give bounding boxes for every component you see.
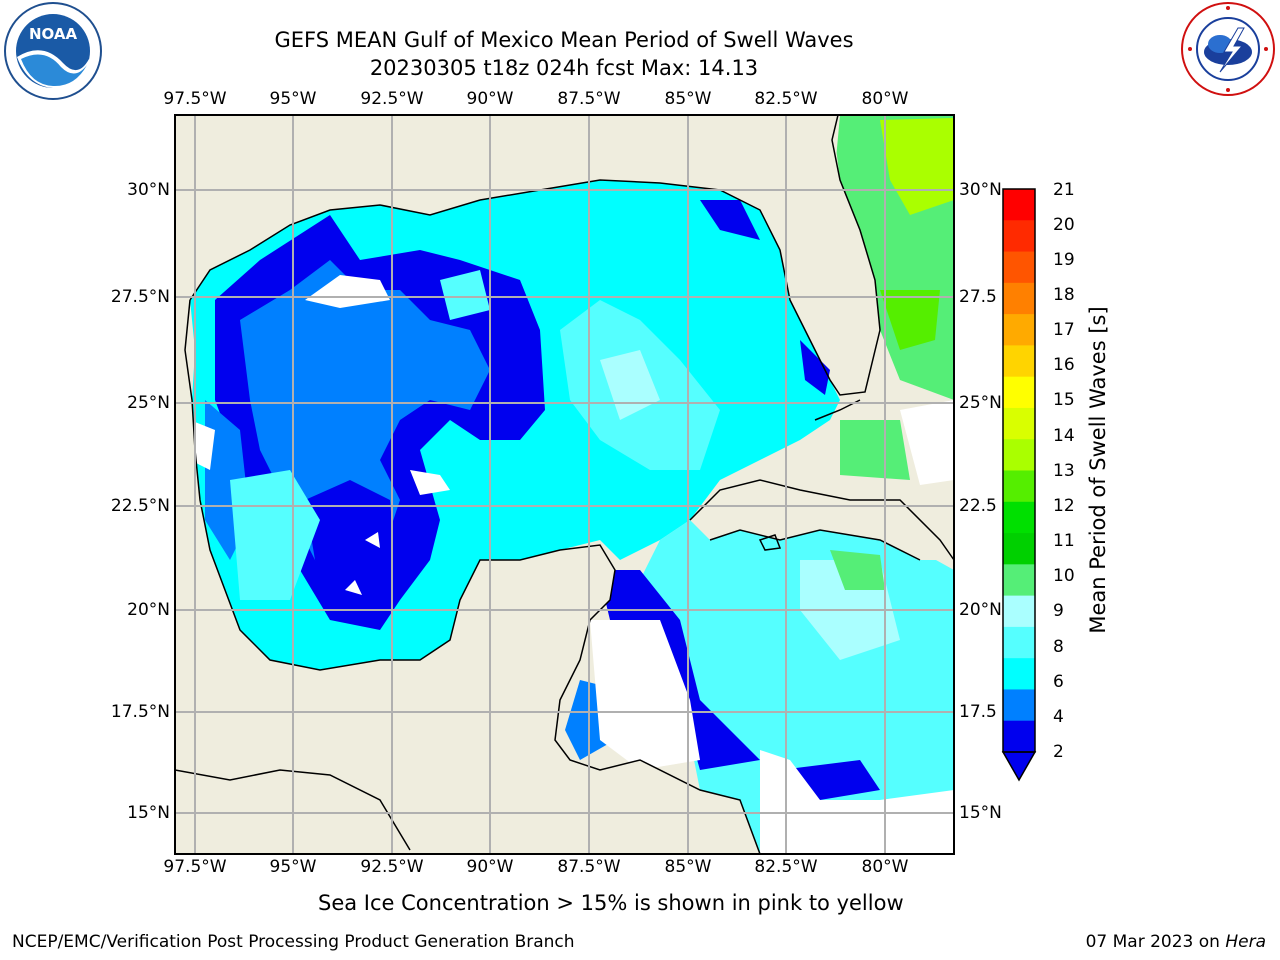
- colorbar-tick: 2: [1053, 742, 1064, 762]
- noaa-logo-text: NOAA: [29, 25, 78, 43]
- lon-tick-top: 95°W: [269, 89, 317, 109]
- lat-tick-left: 22.5°N: [110, 496, 170, 516]
- colorbar-tick: 12: [1053, 496, 1075, 516]
- lon-tick-bottom: 85°W: [664, 857, 712, 877]
- colorbar-tick: 9: [1053, 601, 1064, 621]
- colorbar-tick: 20: [1053, 215, 1075, 235]
- credit-text: NCEP/EMC/Verification Post Processing Pr…: [12, 932, 575, 952]
- lat-tick-left: 25°N: [127, 393, 170, 413]
- colorbar-band: [1003, 345, 1035, 378]
- us-gulf-coast: [175, 115, 840, 360]
- mexico-west-coast: [175, 350, 450, 800]
- lon-tick-top: 97.5°W: [163, 89, 227, 109]
- lon-tick-top: 92.5°W: [360, 89, 424, 109]
- chart-title: GEFS MEAN Gulf of Mexico Mean Period of …: [274, 28, 854, 52]
- colorbar-tick: 14: [1053, 426, 1075, 446]
- colorbar-label: Mean Period of Swell Waves [s]: [1086, 306, 1110, 634]
- lon-tick-top: 87.5°W: [557, 89, 621, 109]
- colorbar-tick: 17: [1053, 320, 1075, 340]
- colorbar-band: [1003, 564, 1035, 597]
- colorbar-tick: 4: [1053, 707, 1064, 727]
- lon-tick-bottom: 90°W: [466, 857, 514, 877]
- colorbar-tick: 10: [1053, 566, 1075, 586]
- yucatan-land: [175, 545, 760, 854]
- lat-tick-left: 15°N: [127, 803, 170, 823]
- lat-tick-right: 22.5: [959, 496, 997, 516]
- sea-ice-note: Sea Ice Concentration > 15% is shown in …: [318, 891, 904, 915]
- colorbar-tick: 13: [1053, 461, 1075, 481]
- colorbar-band: [1003, 470, 1035, 503]
- colorbar-tick: 15: [1053, 390, 1075, 410]
- lat-tick-left: 20°N: [127, 600, 170, 620]
- colorbar-band: [1003, 626, 1035, 659]
- graticule: [175, 115, 954, 854]
- lon-tick-bottom: 95°W: [269, 857, 317, 877]
- florida-land: [660, 115, 954, 390]
- colorbar-tick: 8: [1053, 637, 1064, 657]
- lat-tick-right: 27.5: [959, 287, 997, 307]
- lon-tick-top: 82.5°W: [754, 89, 818, 109]
- lat-tick-right: 25°N: [959, 393, 1002, 413]
- colorbar-tick: 11: [1053, 531, 1075, 551]
- colorbar-band: [1003, 689, 1035, 722]
- date-text: 07 Mar 2023 on: [1085, 932, 1220, 952]
- lon-tick-bottom: 82.5°W: [754, 857, 818, 877]
- lon-tick-bottom: 87.5°W: [557, 857, 621, 877]
- colorbar-band: [1003, 439, 1035, 471]
- lat-tick-left: 17.5°N: [110, 702, 170, 722]
- colorbar-band: [1003, 501, 1035, 534]
- colorbar-band: [1003, 720, 1035, 753]
- colorbar-band: [1003, 407, 1035, 440]
- colorbar-tick: 19: [1053, 250, 1075, 270]
- nws-logo-icon: [1181, 2, 1275, 96]
- map-frame: [174, 114, 955, 855]
- colorbar-extend-triangle: [1001, 751, 1037, 782]
- colorbar-band: [1003, 658, 1035, 690]
- colorbar-tick: 16: [1053, 355, 1075, 375]
- lon-tick-bottom: 80°W: [861, 857, 909, 877]
- lon-tick-top: 80°W: [861, 89, 909, 109]
- lon-tick-bottom: 97.5°W: [163, 857, 227, 877]
- lon-tick-top: 90°W: [466, 89, 514, 109]
- chart-subtitle: 20230305 t18z 024h fcst Max: 14.13: [369, 56, 759, 80]
- colorbar-band: [1003, 282, 1035, 315]
- lon-tick-bottom: 92.5°W: [360, 857, 424, 877]
- colorbar-band: [1003, 595, 1035, 628]
- colorbar-band: [1003, 189, 1035, 221]
- lat-tick-left: 30°N: [127, 180, 170, 200]
- colorbar-band: [1003, 220, 1035, 253]
- date-stamp: 07 Mar 2023 on Hera: [1086, 932, 1266, 952]
- colorbar-band: [1003, 251, 1035, 284]
- lat-tick-right: 20°N: [959, 600, 1002, 620]
- lat-tick-right: 17.5: [959, 702, 997, 722]
- lat-tick-left: 27.5°N: [110, 287, 170, 307]
- lat-tick-right: 30°N: [959, 180, 1002, 200]
- machine-name: Hera: [1225, 932, 1266, 952]
- colorbar: [1001, 188, 1037, 782]
- colorbar-band: [1003, 376, 1035, 409]
- lon-tick-top: 85°W: [664, 89, 712, 109]
- colorbar-band: [1003, 533, 1035, 565]
- colorbar-tick: 21: [1053, 180, 1075, 200]
- colorbar-tick: 6: [1053, 672, 1064, 692]
- colorbar-band: [1003, 314, 1035, 346]
- noaa-logo-icon: NOAA: [4, 2, 102, 100]
- lat-tick-right: 15°N: [959, 803, 1002, 823]
- colorbar-tick: 18: [1053, 285, 1075, 305]
